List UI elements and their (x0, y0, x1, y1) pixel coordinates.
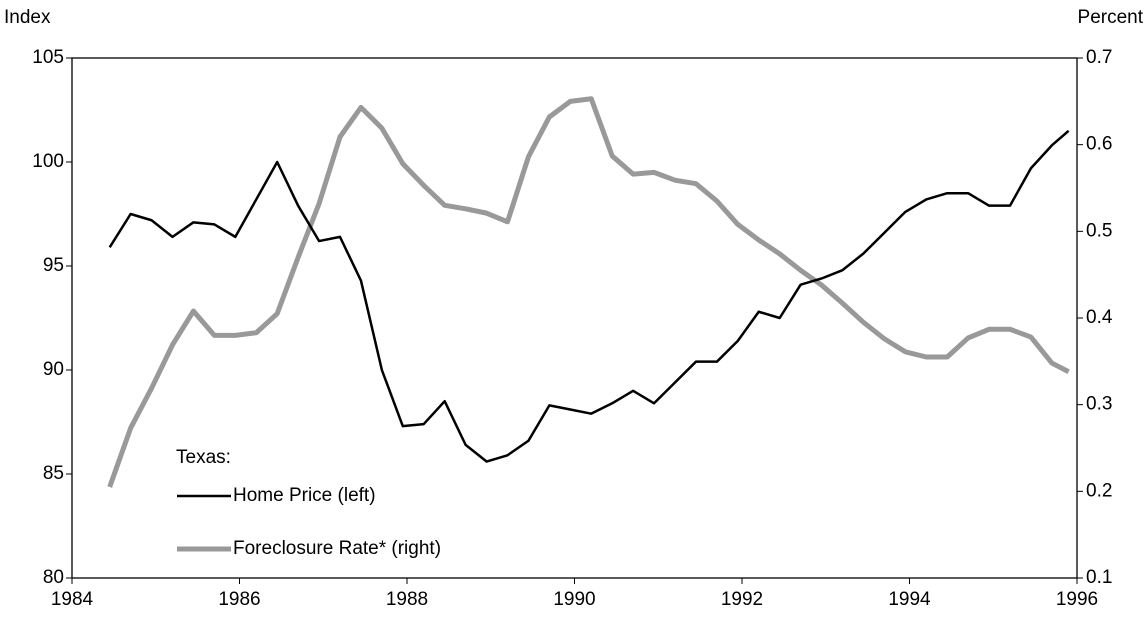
y-tick-label: 90 (43, 359, 64, 380)
x-tick-label: 1984 (51, 589, 94, 610)
series-line (107, 96, 1070, 488)
x-tick-label: 1996 (1056, 589, 1098, 610)
y-tick-label: 95 (43, 255, 64, 276)
legend-label: Foreclosure Rate* (right) (233, 538, 441, 559)
x-tick-label: 1990 (553, 589, 595, 610)
y-tick-label: 100 (32, 151, 64, 172)
legend-title: Texas: (176, 447, 231, 468)
y2-tick-label: 0.7 (1086, 47, 1112, 68)
y-tick-label: 80 (43, 567, 64, 588)
y2-tick-label: 0.6 (1086, 134, 1112, 155)
x-tick-label: 1992 (721, 589, 763, 610)
y-tick-label: 85 (43, 463, 64, 484)
x-tick-label: 1994 (888, 589, 931, 610)
y2-tick-label: 0.1 (1086, 567, 1112, 588)
series-line (108, 129, 1070, 463)
y-tick-label: 105 (32, 47, 64, 68)
y2-axis-title: Percent (1078, 7, 1144, 28)
x-tick-label: 1988 (386, 589, 428, 610)
y2-tick-label: 0.5 (1086, 220, 1112, 241)
y2-tick-label: 0.4 (1086, 307, 1113, 328)
x-tick-label: 1986 (218, 589, 260, 610)
legend-label: Home Price (left) (233, 485, 376, 506)
plot-frame (71, 57, 1078, 579)
y-axis-title: Index (4, 7, 51, 28)
y2-tick-label: 0.3 (1086, 394, 1112, 415)
y2-tick-label: 0.2 (1086, 480, 1112, 501)
